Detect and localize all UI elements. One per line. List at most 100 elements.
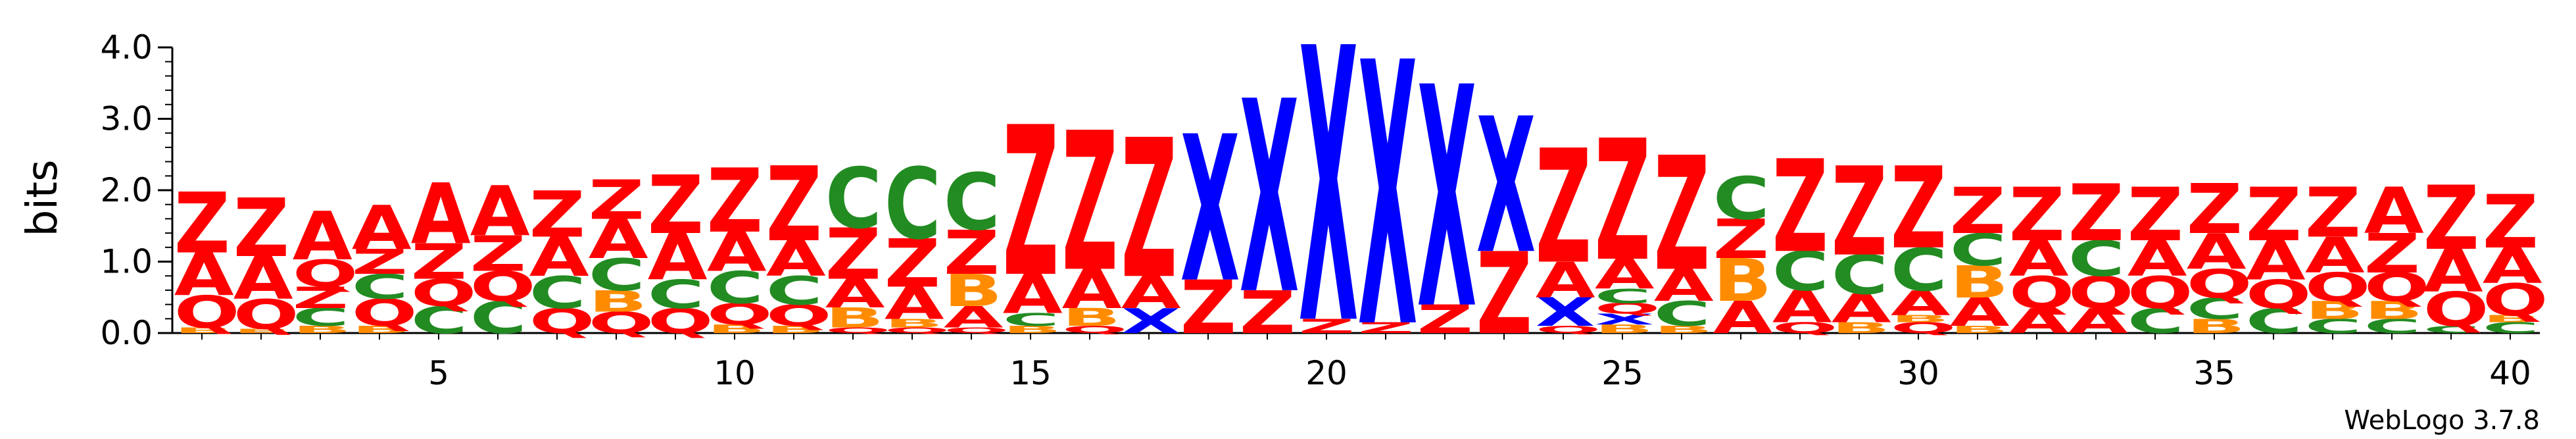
logo-letter-a: A <box>411 166 471 263</box>
logo-letter-a: A <box>1654 260 1714 311</box>
logo-letter-c: C <box>1003 310 1059 330</box>
x-tick-label: 25 <box>1601 354 1643 392</box>
logo-letter-q: Q <box>470 263 536 311</box>
logo-letter-b: B <box>1950 324 2009 335</box>
logo-letter-c: C <box>1654 295 1711 334</box>
logo-letter-q: Q <box>885 326 950 335</box>
logo-letter-a: A <box>1062 258 1122 321</box>
logo-letter-c: C <box>1713 164 1770 232</box>
logo-letter-x: X <box>1121 301 1181 341</box>
logo-letter-q: Q <box>1595 300 1661 317</box>
logo-letter-a: A <box>174 241 234 309</box>
logo-letter-c: C <box>2423 324 2480 335</box>
logo-letter-c: C <box>648 272 704 317</box>
logo-letter-q: Q <box>2483 274 2548 326</box>
logo-letter-b: B <box>1891 313 1950 324</box>
logo-letter-x: X <box>1595 311 1655 328</box>
logo-letter-b: B <box>944 265 1003 317</box>
letter-stacks: BQAZBQAZBCZQABQCZACQZACQZAQCAZQBCAZQCAZB… <box>174 0 2548 408</box>
y-tick-label: 3.0 <box>100 100 153 138</box>
logo-letter-z: Z <box>2187 170 2243 249</box>
logo-letter-x: X <box>1476 79 1536 296</box>
logo-letter-z: Z <box>1476 229 1532 360</box>
logo-letter-b: B <box>2305 296 2364 324</box>
logo-letter-q: Q <box>766 299 832 333</box>
logo-letter-b: B <box>707 322 766 336</box>
logo-letter-z: Z <box>589 168 644 231</box>
logo-letter-x: X <box>1417 24 1477 376</box>
logo-letter-q: Q <box>1772 319 1838 336</box>
logo-letter-a: A <box>1832 286 1891 332</box>
logo-letter-c: C <box>1891 236 1947 304</box>
logo-letter-a: A <box>2009 301 2069 341</box>
logo-letter-a: A <box>2009 231 2069 288</box>
logo-letter-z: Z <box>707 150 763 253</box>
logo-letter-q: Q <box>825 326 891 335</box>
logo-letter-b: B <box>1950 256 2009 307</box>
y-axis-label: bits <box>18 160 67 237</box>
logo-letter-c: C <box>411 298 468 342</box>
y-tick-label: 1.0 <box>100 243 153 281</box>
logo-letter-b: B <box>2483 313 2542 324</box>
logo-letter-z: Z <box>1417 297 1473 342</box>
logo-letter-b: B <box>825 302 885 334</box>
logo-letter-q: Q <box>174 286 240 338</box>
y-ticks: 0.0 1.0 2.0 3.0 4.0 <box>100 28 172 352</box>
logo-letter-a: A <box>2187 224 2247 280</box>
logo-letter-q: Q <box>2246 272 2312 317</box>
logo-letter-a: A <box>2068 301 2128 341</box>
logo-letter-b: B <box>1713 246 1772 315</box>
logo-letter-b: B <box>766 324 825 335</box>
logo-letter-b: B <box>1062 303 1121 332</box>
logo-letter-q: Q <box>1536 324 1601 335</box>
logo-letter-z: Z <box>1240 278 1296 347</box>
logo-letter-b: B <box>1003 324 1062 335</box>
logo-letter-b: B <box>233 328 293 334</box>
logo-letter-z: Z <box>1713 208 1769 271</box>
logo-letter-a: A <box>648 221 708 295</box>
logo-letter-c: C <box>293 303 349 332</box>
logo-letter-c: C <box>1595 285 1651 308</box>
logo-letter-c: C <box>1832 244 1888 306</box>
logo-letter-c: C <box>2305 315 2362 338</box>
logo-letter-c: C <box>529 267 586 319</box>
logo-letter-c: C <box>2364 315 2421 338</box>
logo-letter-a: A <box>1950 290 2010 335</box>
logo-letter-z: Z <box>1536 117 1592 299</box>
logo-letter-q: Q <box>648 301 714 341</box>
logo-letter-q: Q <box>293 252 358 296</box>
logo-letter-q: Q <box>529 301 595 341</box>
logo-letter-x: X <box>1180 95 1240 328</box>
logo-letter-z: Z <box>1654 124 1710 306</box>
x-tick-label: 30 <box>1897 354 1939 392</box>
logo-letter-c: C <box>766 269 823 314</box>
logo-letter-z: Z <box>470 226 526 283</box>
y-tick-label: 2.0 <box>100 171 153 209</box>
logo-letter-a: A <box>589 208 648 271</box>
logo-letter-c: C <box>944 157 1000 248</box>
logo-letter-z: Z <box>529 178 585 252</box>
logo-letter-c: C <box>470 292 527 344</box>
logo-letter-a: A <box>1536 253 1595 309</box>
logo-letter-z: Z <box>1299 315 1355 338</box>
logo-letter-a: A <box>2127 231 2187 288</box>
logo-letter-x: X <box>1536 290 1595 335</box>
logo-letter-c: C <box>825 150 882 247</box>
logo-letter-q: Q <box>944 326 1009 335</box>
logo-letter-a: A <box>233 244 293 313</box>
logo-letter-c: C <box>2246 301 2302 341</box>
logo-letter-a: A <box>1772 281 1832 332</box>
logo-letter-z: Z <box>1358 319 1414 336</box>
logo-letter-a: A <box>944 300 1004 334</box>
logo-letter-z: Z <box>293 281 349 315</box>
logo-letter-a: A <box>293 197 352 275</box>
logo-letter-z: Z <box>174 175 230 272</box>
logo-letter-z: Z <box>1595 105 1651 299</box>
y-tick-label: 4.0 <box>100 28 153 66</box>
logo-letter-a: A <box>470 172 530 252</box>
y-tick-label: 0.0 <box>100 314 153 352</box>
logo-letter-a: A <box>825 271 885 317</box>
logo-letter-a: A <box>2483 238 2542 295</box>
logo-letter-x: X <box>1299 0 1359 408</box>
logo-letter-c: C <box>2068 231 2125 288</box>
